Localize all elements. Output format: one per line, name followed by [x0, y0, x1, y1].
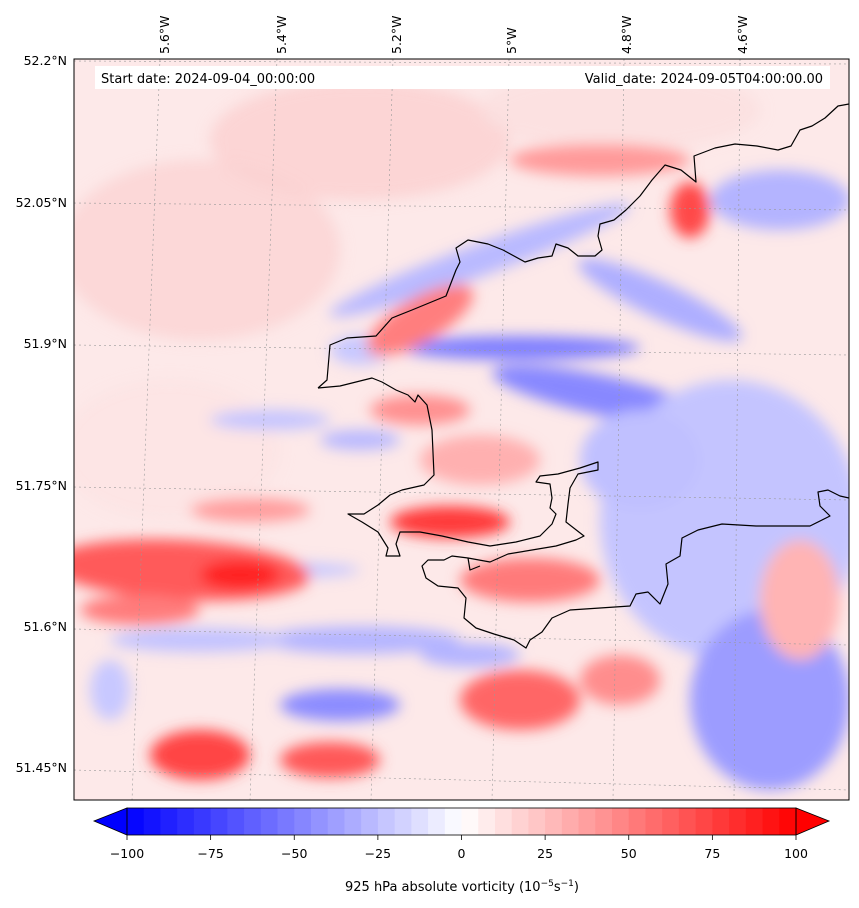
- colorbar-cell: [361, 808, 379, 835]
- colorbar-tick-label: −75: [197, 846, 223, 861]
- colorbar-tick-label: −25: [365, 846, 391, 861]
- colorbar-cell: [779, 808, 797, 835]
- colorbar-cell: [561, 808, 580, 835]
- colorbar-cell: [444, 808, 463, 835]
- colorbar-title-mid: s: [554, 880, 561, 895]
- colorbar-cell: [394, 808, 412, 835]
- colorbar-cell: [762, 808, 780, 835]
- colorbar-cell: [377, 808, 396, 835]
- colorbar-cell: [227, 808, 245, 835]
- colorbar-ticks: −100 −75 −50 −25 0 25 50 75 100: [110, 835, 808, 861]
- lon-tick-label: 5.4°W: [274, 16, 289, 55]
- colorbar: −100 −75 −50 −25 0 25 50 75 100 925 hPa absolute…: [92, 807, 831, 895]
- colorbar-cell: [244, 808, 262, 835]
- lat-tick-label: 51.45°N: [16, 760, 67, 775]
- colorbar-cell: [277, 808, 295, 835]
- lat-gridlines: [74, 60, 849, 791]
- lat-tick-label: 51.6°N: [24, 619, 67, 634]
- lon-tick-label: 4.6°W: [735, 16, 750, 55]
- colorbar-cell: [678, 808, 697, 835]
- lat-tick-label: 52.05°N: [16, 195, 67, 210]
- start-date-label: Start date: 2024-09-04_00:00:00: [101, 72, 315, 87]
- colorbar-tick-label: 0: [458, 846, 466, 861]
- lat-tick-label: 51.9°N: [24, 336, 67, 351]
- colorbar-cell: [177, 808, 195, 835]
- colorbar-tick-label: 50: [621, 846, 637, 861]
- colorbar-cell: [143, 808, 162, 835]
- lat-tick-label: 51.75°N: [16, 478, 67, 493]
- colorbar-cell: [127, 808, 145, 835]
- colorbar-tick-label: 25: [537, 846, 553, 861]
- valid-date-label: Valid_date: 2024-09-05T04:00:00.00: [585, 72, 823, 87]
- colorbar-cell: [628, 808, 647, 835]
- lat-tick-labels: 52.2°N 52.05°N 51.9°N 51.75°N 51.6°N 51.…: [16, 53, 67, 775]
- lon-tick-label: 4.8°W: [619, 16, 634, 55]
- colorbar-cell: [578, 808, 596, 835]
- colorbar-cell: [745, 808, 764, 835]
- lon-tick-label: 5°W: [504, 27, 519, 54]
- colorbar-cell: [310, 808, 329, 835]
- lon-gridlines: [131, 59, 741, 800]
- colorbar-cell: [612, 808, 630, 835]
- colorbar-title-exp1: −5: [541, 879, 554, 889]
- colorbar-cell: [595, 808, 613, 835]
- colorbar-cell: [662, 808, 680, 835]
- colorbar-tick-label: −100: [110, 846, 144, 861]
- colorbar-cell: [545, 808, 563, 835]
- colorbar-cell: [729, 808, 747, 835]
- coastline: [317, 103, 849, 649]
- colorbar-title-end: ): [574, 880, 579, 895]
- colorbar-cell: [344, 808, 362, 835]
- colorbar-cell: [428, 808, 446, 835]
- colorbar-cell: [461, 808, 479, 835]
- colorbar-tick-label: −50: [281, 846, 307, 861]
- colorbar-cell: [695, 808, 713, 835]
- colorbar-cell: [210, 808, 228, 835]
- colorbar-cell: [260, 808, 279, 835]
- colorbar-cell: [528, 808, 546, 835]
- colorbar-cell: [478, 808, 496, 835]
- colorbar-cell: [294, 808, 312, 835]
- vorticity-field: [74, 59, 849, 800]
- colorbar-title: 925 hPa absolute vorticity (10−5s−1): [345, 879, 579, 895]
- lat-tick-label: 52.2°N: [24, 53, 67, 68]
- colorbar-cell: [645, 808, 663, 835]
- lon-tick-label: 5.6°W: [157, 16, 172, 55]
- colorbar-cell: [327, 808, 346, 835]
- colorbar-tick-label: 75: [704, 846, 720, 861]
- colorbar-tick-label: 100: [784, 846, 808, 861]
- info-bar: [95, 66, 830, 89]
- lon-tick-labels: 5.6°W 5.4°W 5.2°W 5°W 4.8°W 4.6°W: [157, 16, 750, 55]
- colorbar-title-main: 925 hPa absolute vorticity (10: [345, 880, 541, 895]
- lon-tick-label: 5.2°W: [389, 16, 404, 55]
- colorbar-cell: [494, 808, 513, 835]
- colorbar-cell: [160, 808, 178, 835]
- map-panel: Start date: 2024-09-04_00:00:00 Valid_da…: [16, 16, 850, 801]
- colorbar-title-exp2: −1: [561, 879, 574, 889]
- colorbar-high-arrow: [795, 807, 831, 836]
- colorbar-cell: [511, 808, 530, 835]
- map-frame: [73, 58, 850, 801]
- colorbar-cell: [193, 808, 212, 835]
- colorbar-low-arrow: [92, 807, 128, 836]
- vorticity-blobs: [74, 70, 849, 790]
- colorbar-cells: [127, 808, 797, 835]
- colorbar-cell: [712, 808, 730, 835]
- colorbar-cell: [411, 808, 429, 835]
